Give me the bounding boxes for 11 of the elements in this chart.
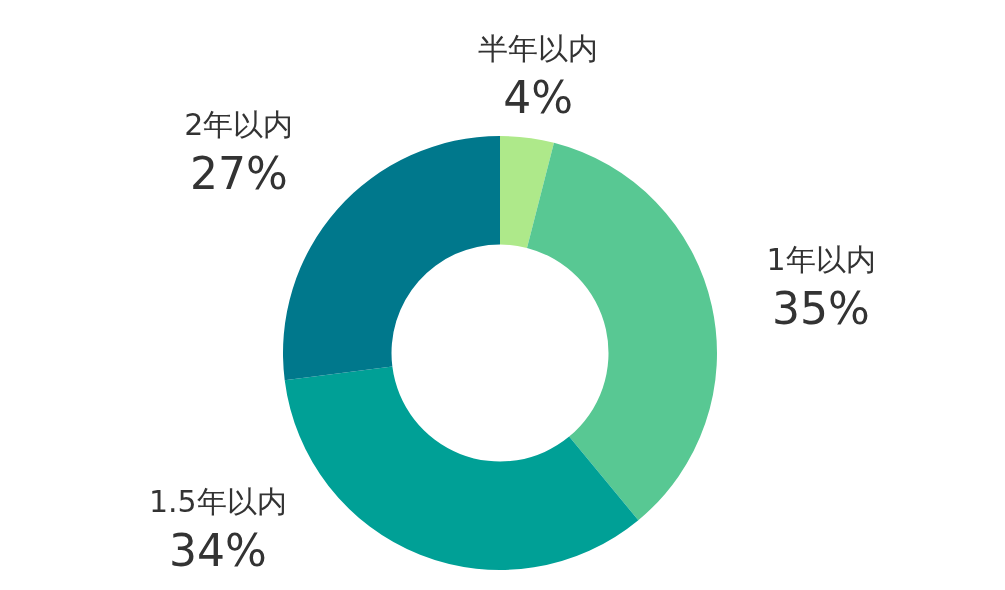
donut-slice <box>526 142 717 521</box>
data-label: 34% <box>168 525 267 576</box>
donut-slice <box>500 136 554 248</box>
data-label: 35% <box>772 283 870 335</box>
data-label: 4% <box>503 72 574 123</box>
slice-label: 1.5年以内 <box>148 484 287 519</box>
slice-label: 2年以内 <box>184 107 294 143</box>
slice-label: 1年以内 <box>766 242 876 278</box>
donut-slice <box>284 366 639 570</box>
slice-label: 半年以内 <box>478 31 599 66</box>
data-label: 27% <box>190 148 288 200</box>
